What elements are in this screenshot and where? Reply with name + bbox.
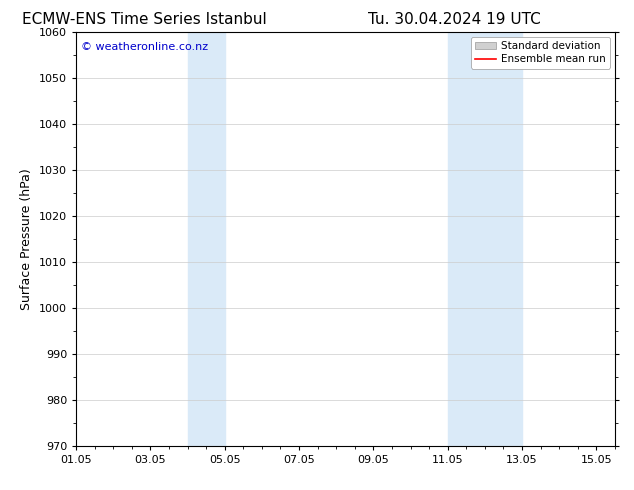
Bar xyxy=(188,32,224,446)
Y-axis label: Surface Pressure (hPa): Surface Pressure (hPa) xyxy=(20,168,34,310)
Text: ECMW-ENS Time Series Istanbul: ECMW-ENS Time Series Istanbul xyxy=(22,12,266,27)
Bar xyxy=(448,32,522,446)
Text: Tu. 30.04.2024 19 UTC: Tu. 30.04.2024 19 UTC xyxy=(368,12,540,27)
Text: © weatheronline.co.nz: © weatheronline.co.nz xyxy=(81,42,209,52)
Legend: Standard deviation, Ensemble mean run: Standard deviation, Ensemble mean run xyxy=(470,37,610,69)
